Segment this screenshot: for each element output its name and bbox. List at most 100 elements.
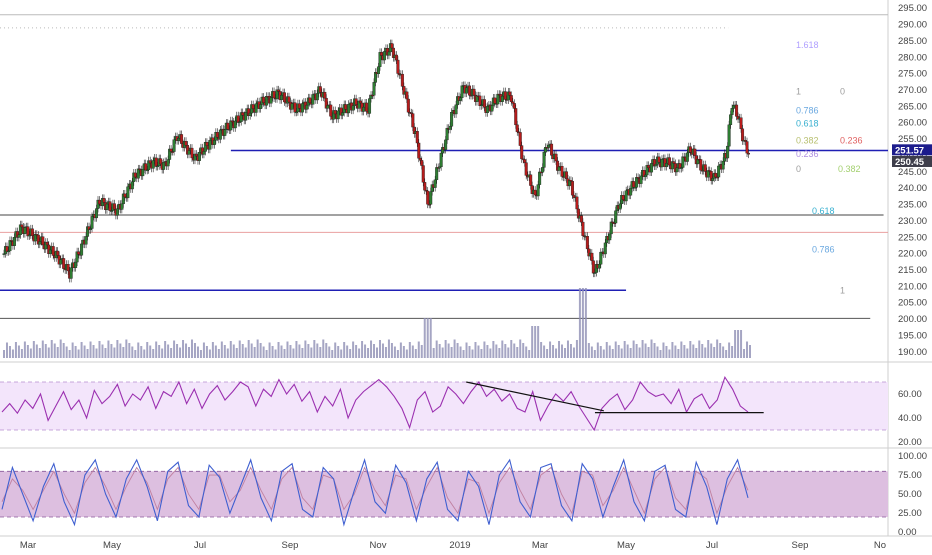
fib-label: 0.236 <box>796 149 819 159</box>
volume-bar <box>146 342 149 358</box>
candle-body <box>444 139 448 150</box>
candle-body <box>17 234 21 238</box>
volume-bar <box>617 345 620 358</box>
volume-bar <box>540 342 543 358</box>
volume-bar <box>313 340 316 358</box>
candle-body <box>745 141 749 154</box>
volume-bar <box>402 346 405 358</box>
volume-bar <box>185 343 188 358</box>
volume-bar <box>626 344 629 358</box>
candle-body <box>460 85 464 98</box>
candle-body <box>23 227 27 234</box>
volume-bar <box>381 343 384 358</box>
volume-bar <box>689 341 692 358</box>
volume-bar <box>59 339 62 358</box>
candle-body <box>681 156 685 168</box>
price-tick-label: 290.00 <box>898 20 927 31</box>
price-badge: 250.45 <box>895 157 925 168</box>
candle-body <box>585 236 589 250</box>
candle-body <box>48 249 52 255</box>
volume-bar <box>304 340 307 358</box>
candle-body <box>105 203 109 210</box>
volume-bar <box>605 342 608 358</box>
candle-body <box>570 180 574 196</box>
fib-label: 1.618 <box>796 40 819 50</box>
volume-bar <box>504 344 507 358</box>
candle-body <box>609 221 613 235</box>
candle-body <box>547 144 551 148</box>
volume-bar <box>620 348 623 358</box>
candle-body <box>647 165 651 169</box>
volume-bar <box>716 339 719 358</box>
volume-bar <box>665 346 668 358</box>
candle-body <box>305 104 309 110</box>
volume-bar <box>119 343 122 358</box>
volume-bar <box>507 347 510 358</box>
volume-bar <box>474 342 477 358</box>
candle-body <box>30 228 34 236</box>
candle-body <box>650 163 654 173</box>
candle-body <box>212 140 216 145</box>
candle-body <box>336 110 340 120</box>
price-tick-label: 270.00 <box>898 85 927 96</box>
volume-bar <box>635 344 638 358</box>
volume-bar <box>113 347 116 358</box>
candle-body <box>223 129 227 136</box>
price-tick-label: 235.00 <box>898 200 927 211</box>
volume-bar <box>468 346 471 358</box>
volume-bar <box>125 339 128 358</box>
volume-bar <box>432 348 435 358</box>
volume-bar <box>396 350 399 358</box>
volume-bar <box>563 348 566 358</box>
price-tick-label: 210.00 <box>898 281 927 292</box>
volume-bar <box>352 341 355 358</box>
candle-body <box>347 104 351 114</box>
candle-body <box>262 96 266 103</box>
volume-bar <box>190 339 193 358</box>
candle-body <box>154 157 158 167</box>
volume-bar <box>629 348 632 358</box>
candle-body <box>426 190 430 205</box>
volume-bar <box>310 347 313 358</box>
volume-bar <box>596 342 599 358</box>
volume-bar <box>710 343 713 358</box>
candle-body <box>465 87 469 94</box>
volume-bar <box>662 342 665 358</box>
volume-bar <box>647 347 650 358</box>
candle-body <box>69 267 73 279</box>
volume-bar <box>322 339 325 358</box>
candle-body <box>172 139 176 152</box>
volume-bar <box>331 350 334 358</box>
volume-bar <box>734 330 737 358</box>
candle-body <box>714 172 718 178</box>
candle-body <box>233 120 237 129</box>
candle-body <box>208 140 212 150</box>
candle-body <box>717 165 721 178</box>
candle-body <box>435 167 439 181</box>
volume-bar <box>367 348 370 358</box>
candle-body <box>38 241 42 245</box>
volume-bar <box>259 343 262 358</box>
volume-bar <box>480 349 483 358</box>
volume-bar <box>740 330 743 358</box>
volume-bar <box>364 344 367 358</box>
candle-body <box>579 215 583 223</box>
price-badge: 251.57 <box>895 145 924 156</box>
volume-bar <box>429 318 432 358</box>
volume-bar <box>343 342 346 358</box>
volume-bar <box>411 345 414 358</box>
volume-bar <box>698 340 701 358</box>
volume-bar <box>161 348 164 358</box>
volume-bar <box>95 348 98 358</box>
volume-bar <box>104 348 107 358</box>
volume-bar <box>549 341 552 358</box>
volume-bar <box>692 344 695 358</box>
volume-bar <box>199 350 202 358</box>
candle-body <box>417 142 421 159</box>
volume-bar <box>602 349 605 358</box>
x-tick-label: Jul <box>706 540 718 550</box>
volume-bar <box>334 342 337 358</box>
candle-body <box>300 103 304 113</box>
rsi-tick-label: 40.00 <box>898 413 922 424</box>
